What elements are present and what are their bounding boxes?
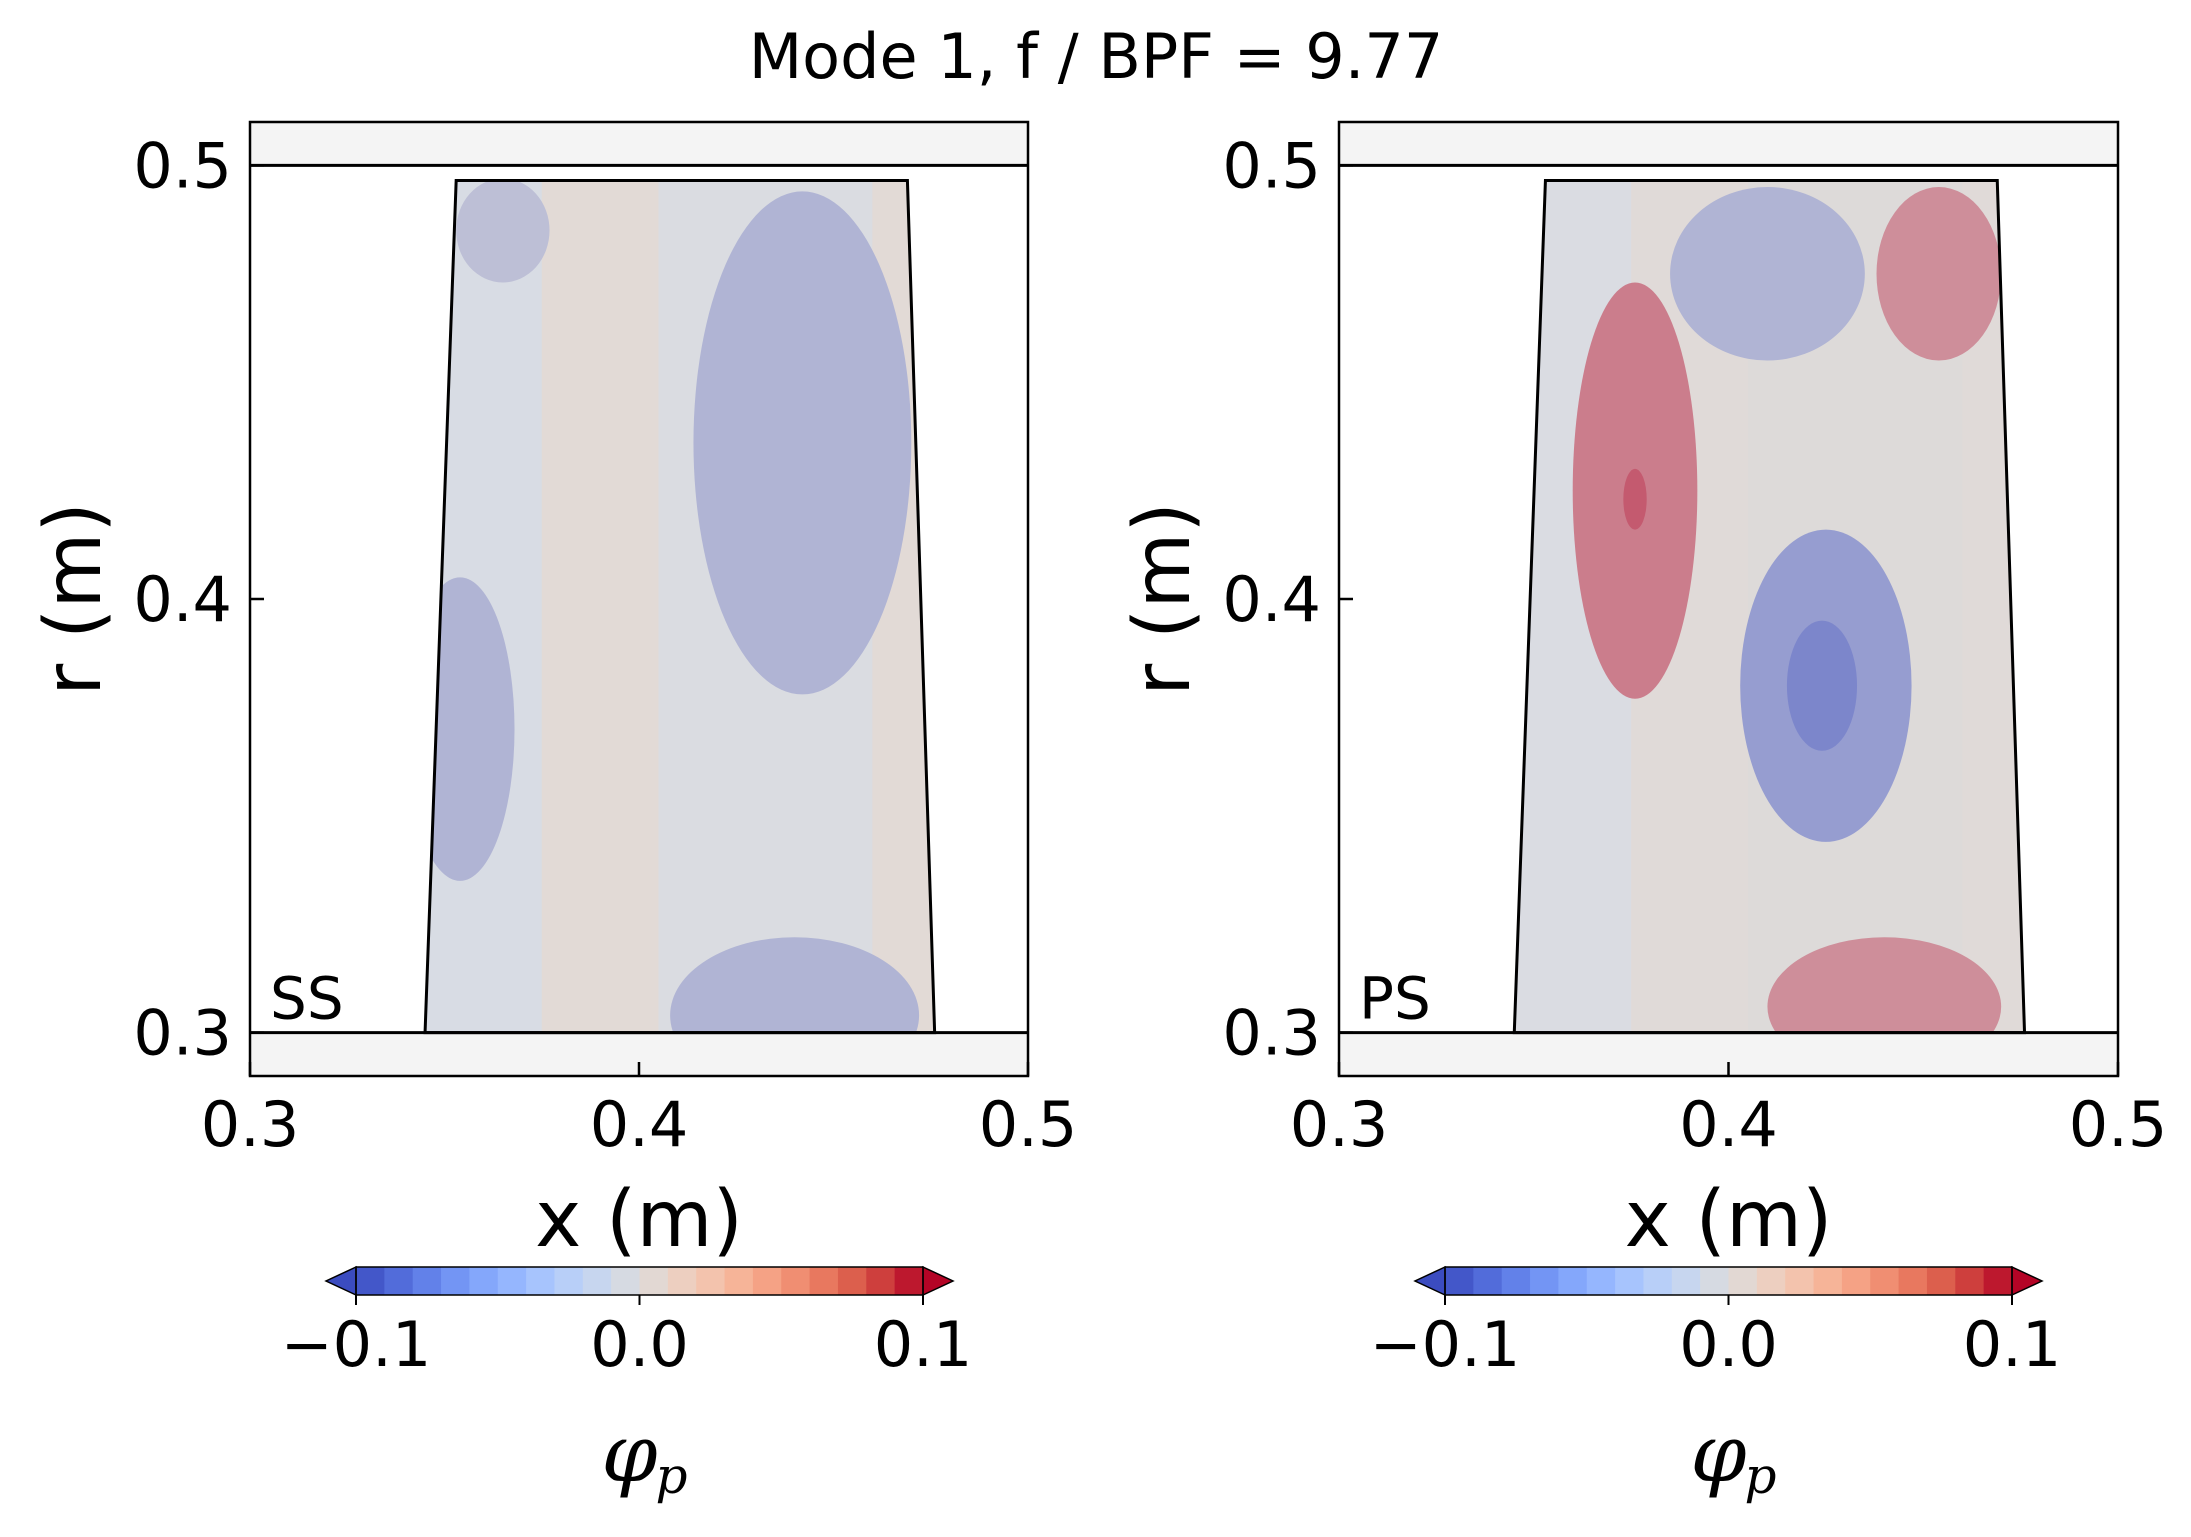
contour-field [425, 180, 935, 1033]
colorbar-segment [582, 1267, 612, 1295]
colorbar-segment [1671, 1267, 1701, 1295]
colorbar-segment [1841, 1267, 1871, 1295]
colorbar-segment [1728, 1267, 1758, 1295]
colorbar-segment [781, 1267, 811, 1295]
colorbar-tick-label: −0.1 [281, 1308, 432, 1381]
colorbar-segment [1473, 1267, 1503, 1295]
figure-title: Mode 1, f / BPF = 9.77 [749, 20, 1444, 93]
colorbar-segment [384, 1267, 414, 1295]
casing-region [1339, 122, 2118, 166]
y-tick-label: 0.4 [133, 563, 232, 636]
colorbar-tick-label: 0.1 [1963, 1308, 2062, 1381]
colorbar-segment [1445, 1267, 1474, 1295]
colorbar-segment [752, 1267, 782, 1295]
colorbar-segment [809, 1267, 839, 1295]
panel-1: 0.3 0.4 0.5 0.3 0.4 0.5 x (m) r (m) SS −0.1 0.0 0.1… [29, 120, 1078, 1505]
colorbar-segment [497, 1267, 527, 1295]
contour-region [670, 937, 920, 1033]
colorbar-segment [1558, 1267, 1588, 1295]
x-tick-label: 0.3 [201, 1088, 300, 1161]
surface-annotation: SS [270, 965, 344, 1033]
colorbar-max-extension [922, 1265, 955, 1297]
colorbar-segment [1643, 1267, 1673, 1295]
colorbar-segment [1586, 1267, 1616, 1295]
colorbar-segment [1756, 1267, 1786, 1295]
colorbar-tick-label: 0.0 [590, 1308, 689, 1381]
colorbar-segment [1955, 1267, 1985, 1295]
x-tick-label: 0.5 [979, 1088, 1078, 1161]
colorbar-min-extension [1413, 1265, 1446, 1297]
colorbar-max-extension [2011, 1265, 2044, 1297]
colorbar-segment [554, 1267, 584, 1295]
colorbar-segment [724, 1267, 754, 1295]
y-axis-label: r (m) [29, 502, 119, 696]
casing-region [250, 122, 1028, 166]
colorbar-segment [1813, 1267, 1843, 1295]
y-tick-label: 0.5 [133, 129, 232, 202]
y-axis-label: r (m) [1118, 502, 1208, 696]
colorbar-segment [356, 1267, 385, 1295]
colorbar-segment [526, 1267, 555, 1295]
colorbar-label: φ [1690, 1407, 1746, 1500]
x-axis-label: x (m) [535, 1175, 743, 1265]
colorbar-segment [1926, 1267, 1956, 1295]
y-tick-label: 0.5 [1222, 129, 1321, 202]
contour-region [1670, 187, 1865, 361]
colorbar-min-extension [324, 1265, 357, 1297]
colorbar-segment [611, 1267, 640, 1295]
x-tick-label: 0.5 [2069, 1088, 2168, 1161]
contour-region [1876, 187, 2002, 361]
colorbar-segment [1898, 1267, 1928, 1295]
contour-region [1786, 620, 1858, 751]
colorbar-segment [1983, 1267, 2013, 1295]
colorbar-segment [837, 1267, 867, 1295]
colorbar-segment [1501, 1267, 1531, 1295]
colorbar-segment [1870, 1267, 1900, 1295]
y-tick-label: 0.3 [1222, 997, 1321, 1070]
y-tick-label: 0.4 [1222, 563, 1321, 636]
colorbar-label-subscript: p [1744, 1447, 1776, 1505]
colorbar-segment [1530, 1267, 1559, 1295]
panel-2: 0.3 0.4 0.5 0.3 0.4 0.5 x (m) r (m) PS −0.1 0.0 0.1… [1118, 120, 2168, 1505]
contour-region [425, 577, 515, 881]
x-tick-label: 0.3 [1290, 1088, 1389, 1161]
colorbar-label: φ [601, 1407, 657, 1500]
colorbar: −0.1 0.0 0.1 φp [281, 1265, 973, 1505]
contour-region [456, 180, 550, 283]
colorbar-segment [441, 1267, 470, 1295]
x-tick-label: 0.4 [1679, 1088, 1778, 1161]
contour-region [693, 191, 912, 695]
x-axis-label: x (m) [1625, 1175, 1833, 1265]
colorbar-segment [412, 1267, 442, 1295]
colorbar-segment [639, 1267, 669, 1295]
colorbar: −0.1 0.0 0.1 φp [1370, 1265, 2062, 1505]
contour-field [1514, 180, 2025, 1033]
colorbar-segment [1700, 1267, 1729, 1295]
colorbar-tick-label: −0.1 [1370, 1308, 1521, 1381]
colorbar-tick-label: 0.1 [874, 1308, 973, 1381]
y-tick-label: 0.3 [133, 997, 232, 1070]
colorbar-segment [667, 1267, 697, 1295]
surface-annotation: PS [1359, 965, 1431, 1033]
colorbar-segment [1615, 1267, 1644, 1295]
contour-region [1767, 937, 2002, 1033]
x-tick-label: 0.4 [590, 1088, 689, 1161]
colorbar-label-subscript: p [655, 1447, 687, 1505]
contour-region [1623, 468, 1647, 530]
colorbar-segment [1785, 1267, 1815, 1295]
colorbar-segment [894, 1267, 924, 1295]
colorbar-segment [696, 1267, 726, 1295]
colorbar-segment [866, 1267, 896, 1295]
colorbar-segment [469, 1267, 499, 1295]
colorbar-tick-label: 0.0 [1679, 1308, 1778, 1381]
